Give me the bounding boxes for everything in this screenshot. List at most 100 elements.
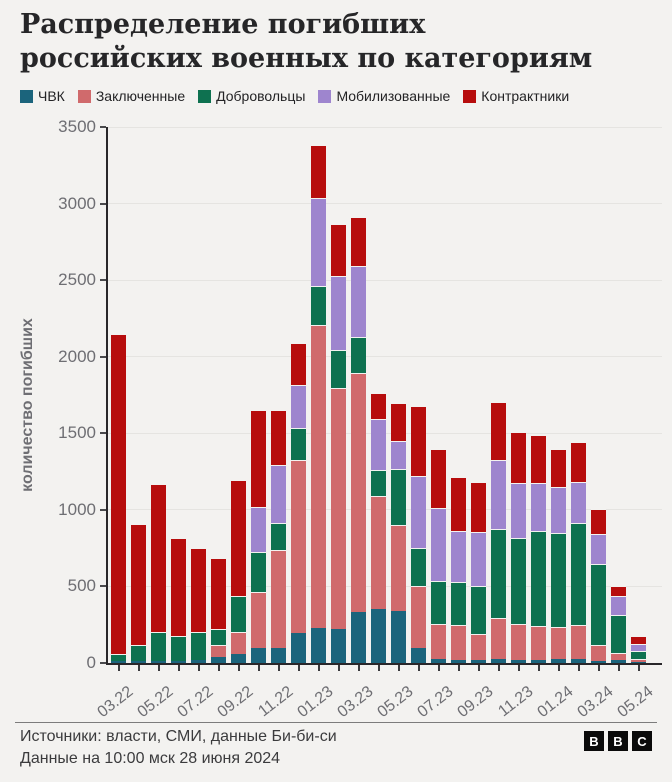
bar-segment-Добровольцы [371,470,386,496]
bar-segment-ЧВК [331,629,346,663]
legend-label: Заключенные [95,88,186,104]
bar-segment-Мобилизованные [551,487,566,533]
x-tick-mark [478,665,480,671]
x-tick-mark [118,665,120,671]
x-tick-label: 03.24 [574,683,617,722]
bar-segment-Добровольцы [311,286,326,325]
bar-segment-Добровольцы [151,632,166,661]
y-axis-line [106,127,108,663]
gridline [108,279,662,281]
bar-06.22 [171,538,186,663]
bar-segment-Заключенные [531,626,546,660]
bar-segment-Контрактники [251,410,266,507]
bar-segment-Контрактники [391,403,406,441]
bar-segment-Мобилизованные [611,596,626,615]
bar-segment-Контрактники [371,393,386,419]
bar-segment-Заключенные [251,592,266,648]
x-tick-label: 05.24 [614,683,657,722]
bar-segment-ЧВК [311,628,326,663]
bar-segment-Контрактники [191,548,206,632]
legend-label: Контрактники [481,88,570,104]
bar-segment-ЧВК [351,612,366,663]
bar-segment-Добровольцы [231,596,246,632]
bar-segment-ЧВК [291,633,306,663]
bar-segment-Контрактники [511,432,526,483]
bar-segment-Мобилизованные [331,276,346,350]
x-axis-line [106,663,662,665]
x-tick-mark [258,665,260,671]
bar-segment-Добровольцы [251,552,266,592]
x-tick-label: 01.23 [294,683,337,722]
bar-segment-Заключенные [451,625,466,660]
bar-segment-Контрактники [311,145,326,198]
x-tick-label: 03.23 [334,683,377,722]
bar-segment-Мобилизованные [511,483,526,538]
bar-segment-Мобилизованные [251,507,266,552]
bar-10.23 [491,402,506,663]
bar-segment-Мобилизованные [471,532,486,586]
y-tick-label: 0 [86,653,96,672]
bar-01.24 [551,449,566,663]
chart-title: Распределение погибших российских военны… [20,9,593,74]
bar-segment-Добровольцы [171,636,186,661]
x-tick-label: 11.22 [255,683,297,721]
x-tick-mark [498,665,500,671]
bar-05.23 [391,403,406,663]
x-tick-mark [378,665,380,671]
x-tick-mark [518,665,520,671]
bar-segment-Мобилизованные [371,419,386,470]
x-tick-label: 07.23 [414,683,457,722]
y-tick-label: 1000 [58,499,96,519]
bbc-logo: B B C [584,731,652,751]
legend-label: ЧВК [38,88,65,104]
y-tick-label: 2000 [58,346,96,366]
bar-segment-Заключенные [391,525,406,611]
legend-swatch-icon [318,89,332,103]
bar-segment-Заключенные [471,634,486,660]
x-tick-mark [158,665,160,671]
legend-label: Мобилизованные [336,88,451,104]
bar-segment-ЧВК [131,661,146,663]
bar-segment-Заключенные [631,659,646,662]
y-tick-mark [100,432,106,435]
bar-segment-Добровольцы [331,350,346,388]
bar-12.22 [291,343,306,663]
bar-segment-ЧВК [591,661,606,663]
bar-segment-Добровольцы [551,533,566,627]
bar-segment-Контрактники [611,586,626,596]
bar-segment-Заключенные [371,496,386,609]
x-tick-label: 09.23 [454,683,497,722]
chart-legend: ЧВК Заключенные Добровольцы Мобилизованн… [20,88,569,104]
gridline [108,126,662,128]
x-tick-mark [278,665,280,671]
bar-segment-ЧВК [531,660,546,663]
bar-segment-Заключенные [351,373,366,612]
bar-segment-Мобилизованные [271,465,286,523]
bar-segment-Заключенные [231,632,246,654]
y-tick-mark [100,508,106,511]
bar-08.22 [211,558,226,663]
bar-segment-ЧВК [491,659,506,663]
bar-segment-Контрактники [591,509,606,534]
x-tick-mark [418,665,420,671]
bar-segment-Заключенные [211,645,226,657]
y-tick-mark [100,355,106,358]
x-tick-mark [318,665,320,671]
bar-segment-Контрактники [571,442,586,482]
bar-segment-Контрактники [271,410,286,465]
y-tick-mark [100,585,106,588]
legend-item-chvk: ЧВК [20,88,65,104]
bar-segment-Добровольцы [431,581,446,624]
bar-04.24 [611,586,626,663]
bar-segment-ЧВК [431,659,446,663]
bar-segment-Контрактники [451,477,466,531]
bar-segment-Контрактники [331,224,346,276]
x-tick-label: 03.22 [94,683,137,722]
bar-08.23 [451,477,466,663]
y-tick-mark [100,279,106,282]
bar-segment-Добровольцы [271,523,286,550]
x-tick-mark [578,665,580,671]
bar-segment-Контрактники [171,538,186,636]
bar-segment-Контрактники [351,217,366,266]
bar-segment-Заключенные [511,624,526,660]
